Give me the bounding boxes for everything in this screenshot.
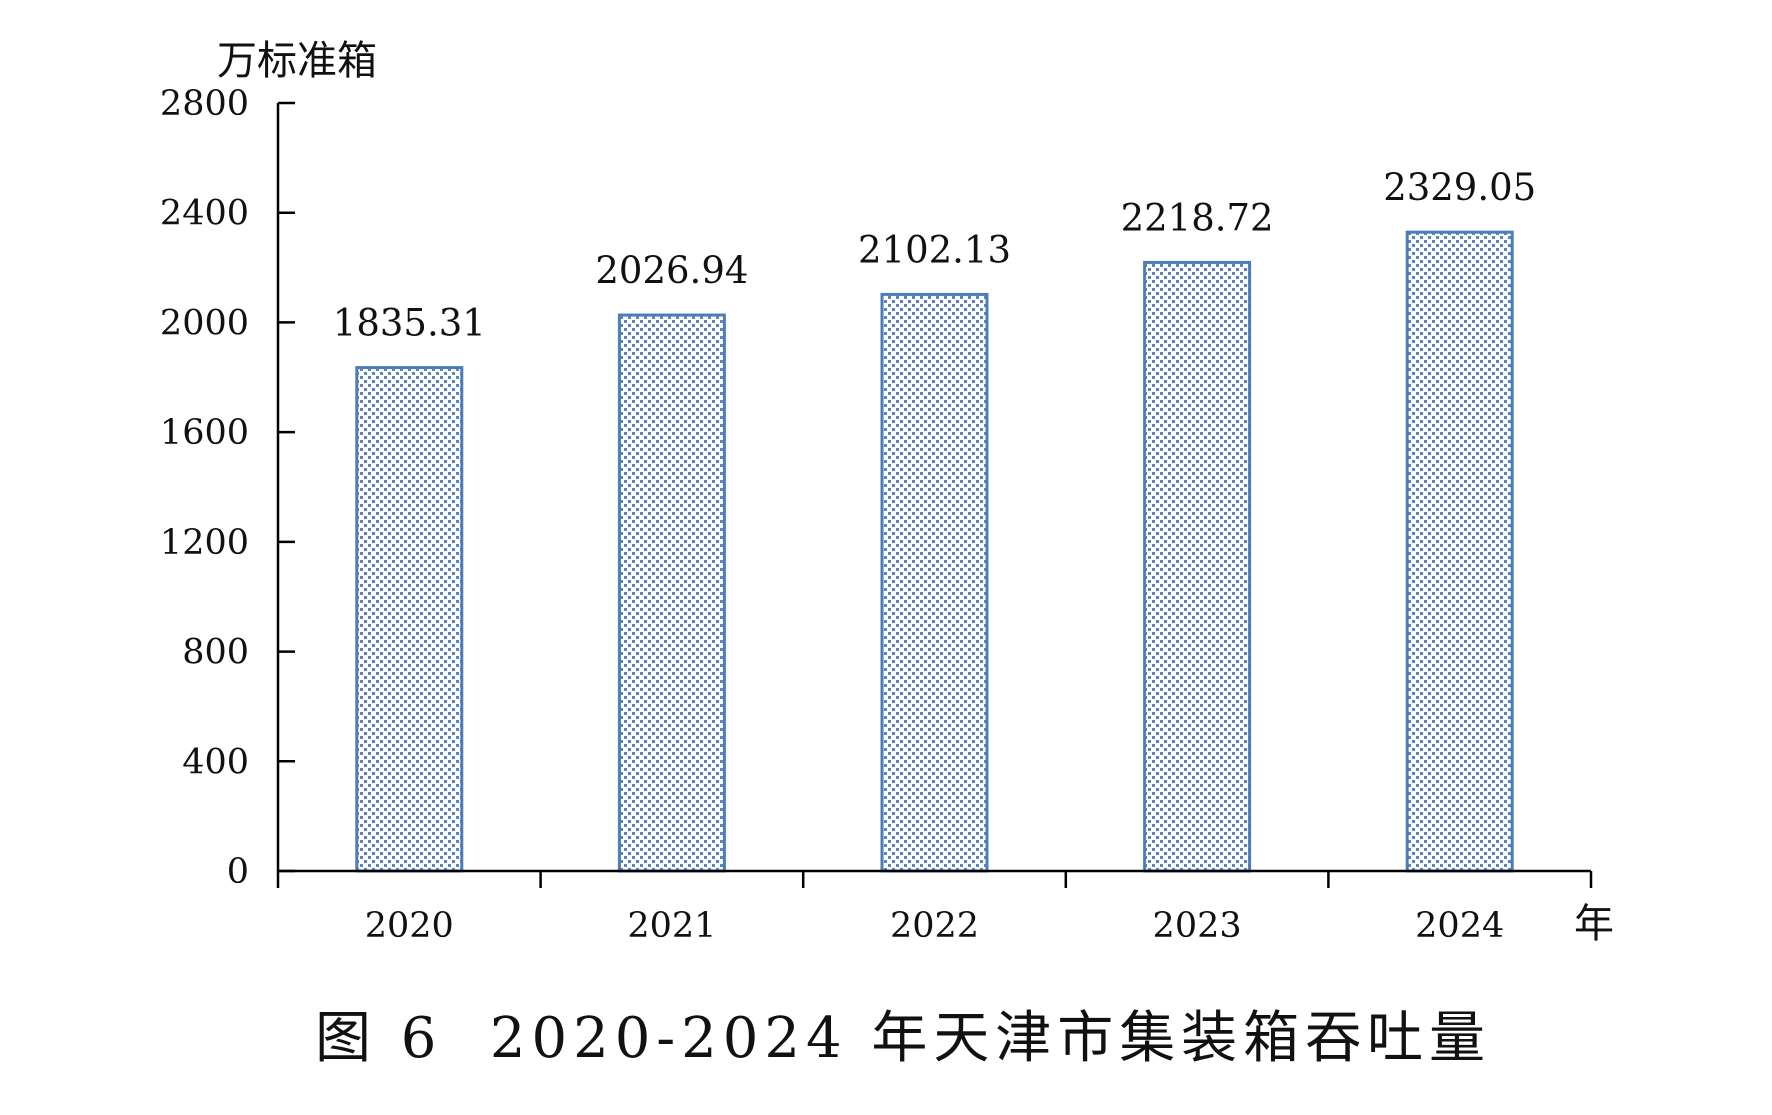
x-tick-label-2020: 2020 [365, 906, 454, 946]
bar-2022 [880, 292, 989, 873]
y-tick-label: 800 [182, 633, 249, 673]
data-label-2023: 2218.72 [1121, 196, 1274, 239]
y-tick-label: 0 [227, 852, 249, 892]
data-label-2024: 2329.05 [1383, 166, 1536, 209]
data-labels-group: 1835.31 2026.94 2102.13 2218.72 2329.05 [333, 166, 1536, 344]
data-label-2020: 1835.31 [333, 302, 486, 345]
y-tick-label: 1600 [160, 413, 249, 453]
y-tick-label: 2000 [160, 303, 249, 343]
data-label-2022: 2102.13 [858, 228, 1011, 271]
bar-2024 [1405, 230, 1514, 873]
bar-2021 [617, 313, 726, 873]
y-tick-label: 2400 [160, 194, 249, 234]
x-axis-labels-group: 2020 2021 2022 2023 2024 [365, 906, 1504, 946]
bar-2023 [1143, 260, 1252, 873]
x-tick-label-2023: 2023 [1153, 906, 1242, 946]
data-label-2021: 2026.94 [595, 249, 748, 292]
y-axis-ticks: 0 400 800 1200 1600 2000 2400 2800 [160, 84, 295, 892]
bars-group [355, 230, 1514, 873]
y-axis-unit-label: 万标准箱 [217, 38, 377, 84]
x-tick-label-2024: 2024 [1415, 906, 1504, 946]
x-tick-label-2022: 2022 [890, 906, 979, 946]
y-tick-label: 2800 [160, 84, 249, 124]
x-tick-label-2021: 2021 [627, 906, 716, 946]
y-tick-label: 1200 [160, 523, 249, 563]
x-axis-ticks [276, 871, 1593, 888]
bar-2020 [355, 366, 464, 873]
y-tick-label: 400 [182, 742, 249, 782]
x-axis-unit-label: 年 [1574, 901, 1614, 947]
chart-caption: 图 6 2020-2024 年天津市集装箱吞吐量 [315, 1006, 1485, 1071]
